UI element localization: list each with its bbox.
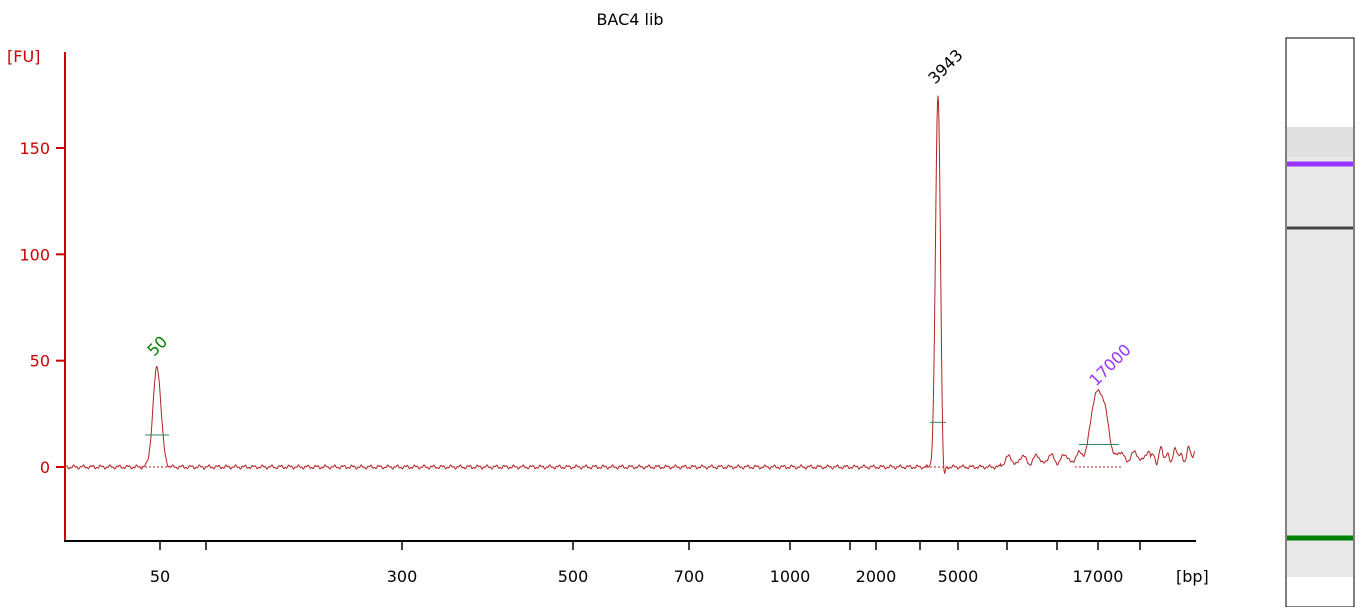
peak-label-3943: 3943: [924, 45, 966, 87]
peak-label-50: 50: [143, 332, 171, 360]
gel-bands: [1287, 161, 1353, 541]
peak-marks: 50 3943 17000: [141, 45, 1135, 468]
chart-title: BAC4 lib: [596, 10, 663, 29]
y-ticks: 0 50 100 150: [19, 139, 65, 477]
upper-marker-band: [1287, 161, 1353, 167]
y-tick-label-0: 0: [40, 458, 50, 477]
gel-lane: [1285, 37, 1355, 607]
y-axis-label: [FU]: [7, 47, 40, 66]
x-tick-label-700: 700: [674, 567, 705, 586]
y-tick-label-150: 150: [19, 139, 50, 158]
peak-label-17000: 17000: [1085, 340, 1134, 389]
sample-band: [1287, 226, 1353, 230]
x-axis-label: [bp]: [1176, 567, 1209, 586]
x-tick-label-17000: 17000: [1073, 567, 1124, 586]
x-ticks: 50 300 500 700 1000 2000 5000 17000: [150, 541, 1141, 586]
x-tick-label-50: 50: [150, 567, 170, 586]
x-tick-label-300: 300: [387, 567, 418, 586]
gel-lane-background: [1287, 127, 1353, 577]
x-tick-label-500: 500: [558, 567, 589, 586]
series-line-sample-trace: [65, 95, 1196, 475]
x-tick-label-1000: 1000: [770, 567, 811, 586]
x-tick-label-5000: 5000: [938, 567, 979, 586]
y-tick-label-50: 50: [30, 352, 50, 371]
x-tick-label-2000: 2000: [856, 567, 897, 586]
y-tick-label-100: 100: [19, 245, 50, 264]
lower-marker-band: [1287, 535, 1353, 541]
gel-lane-top-shade: [1287, 127, 1353, 157]
